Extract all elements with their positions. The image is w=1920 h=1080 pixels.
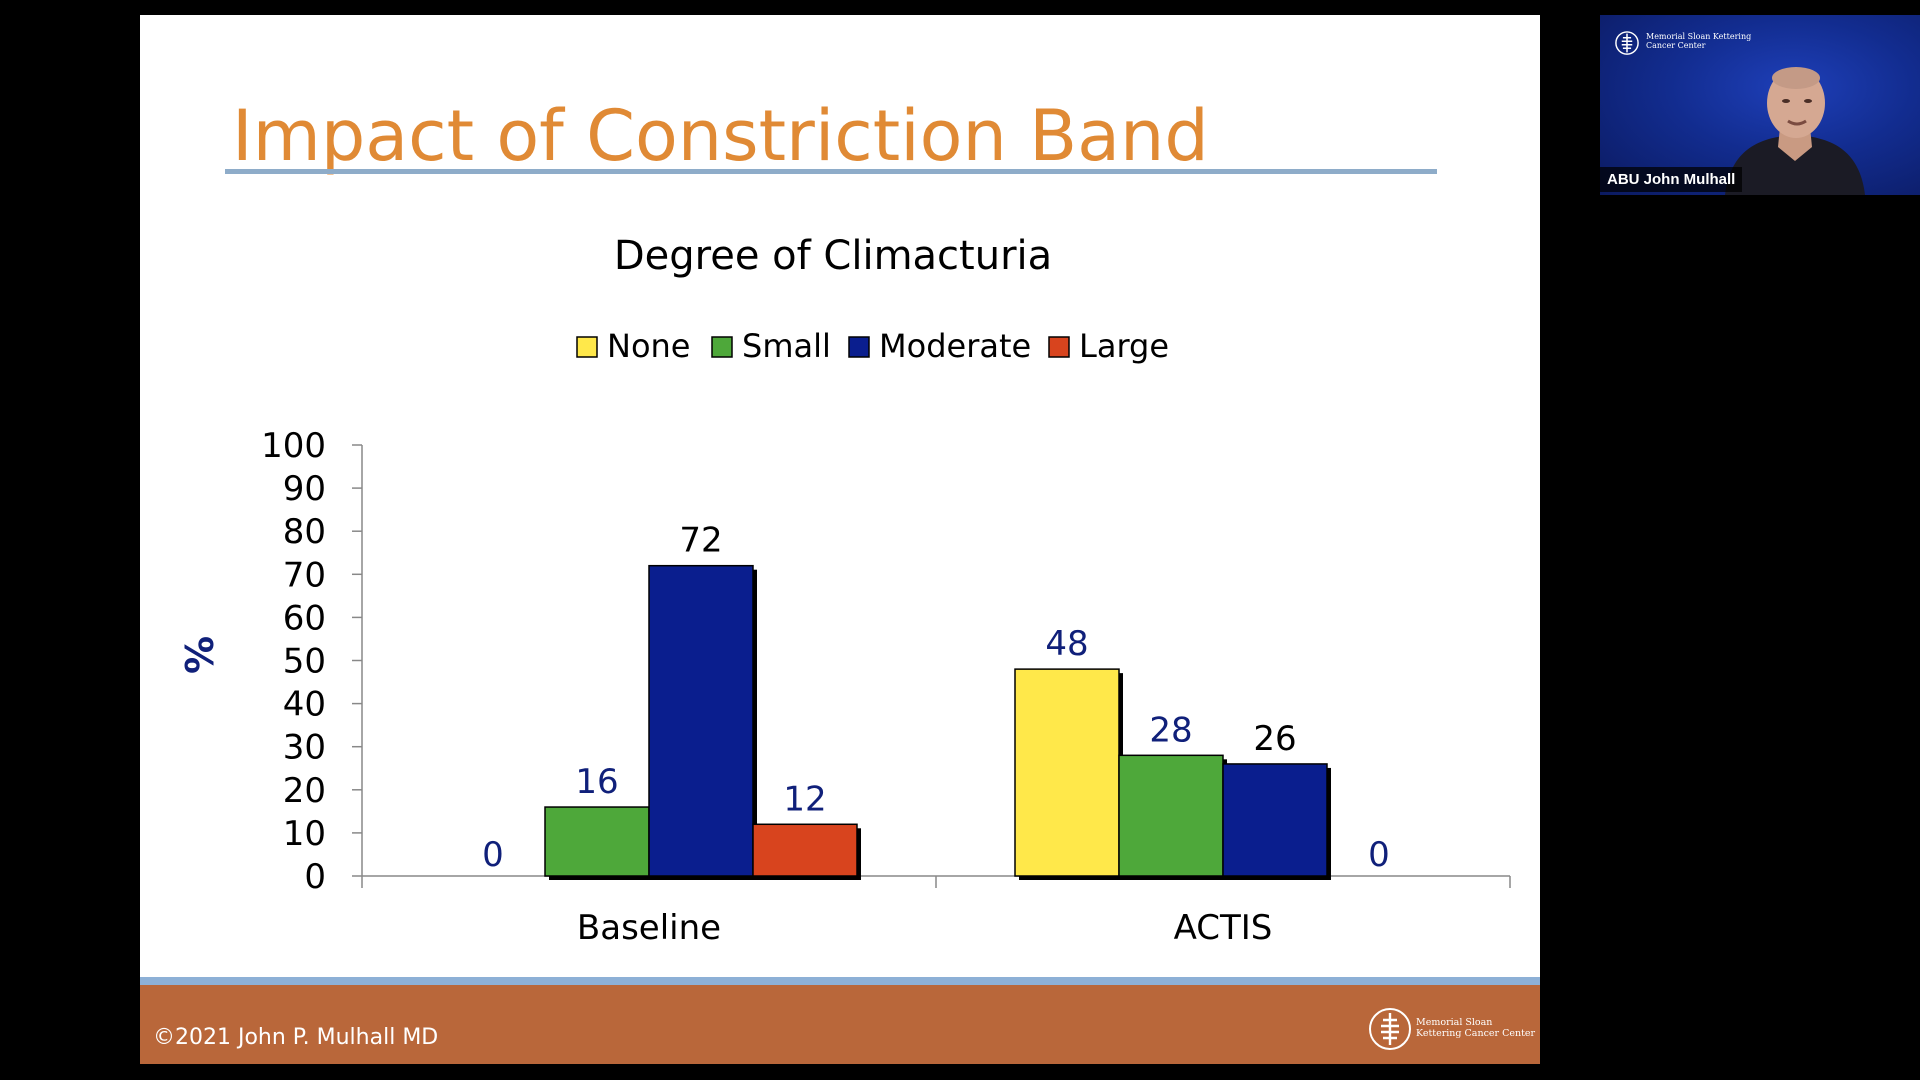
msk-footer-logo-text: Memorial Sloan Kettering Cancer Center [1416,1017,1536,1039]
x-category-label: ACTIS [1174,908,1273,948]
legend-label: None [607,327,690,365]
footer-stripe [140,977,1540,985]
data-label: 48 [1045,624,1088,664]
participant-video-tile[interactable]: Memorial Sloan Kettering Cancer Center A… [1600,15,1920,195]
legend-label: Large [1079,327,1169,365]
y-tick-label: 30 [283,728,326,768]
y-tick-label: 80 [283,512,326,552]
y-tick-label: 20 [283,771,326,811]
legend-label: Moderate [879,327,1031,365]
bar [648,564,754,877]
title-underline [225,169,1437,174]
copyright-text: ©2021 John P. Mulhall MD [153,1025,439,1050]
bar [1014,668,1120,877]
bar [1118,754,1224,877]
legend-swatch [576,336,598,358]
y-tick-label: 10 [283,814,326,854]
msk-video-logo: Memorial Sloan Kettering Cancer Center [1614,29,1774,59]
y-tick-label: 70 [283,555,326,595]
participant-name-label: ABU John Mulhall [1600,167,1743,192]
msk-logo-icon [1369,1008,1411,1050]
y-tick-label: 0 [304,857,326,897]
msk-footer-logo: Memorial Sloan Kettering Cancer Center [1368,1005,1535,1055]
bar [544,806,650,877]
slide: Impact of Constriction Band Degree of Cl… [140,15,1540,1064]
data-label: 28 [1149,710,1192,750]
msk-logo-icon [1615,31,1639,55]
bar [752,823,858,877]
data-label: 72 [679,521,722,561]
legend-swatch [1048,336,1070,358]
participant-avatar [1725,67,1865,195]
legend-label: Small [742,327,831,365]
slide-footer: ©2021 John P. Mulhall MD Memorial Sloan … [140,985,1540,1064]
bar [1222,763,1328,877]
data-label: 0 [1368,835,1390,875]
legend-swatch [848,336,870,358]
y-tick-label: 50 [283,642,326,682]
y-axis-label: % [178,636,222,674]
legend-swatch [711,336,733,358]
data-label: 16 [575,762,618,802]
chart-title: Degree of Climacturia [614,233,1052,279]
x-category-label: Baseline [577,908,721,948]
climacturia-bar-chart: Degree of Climacturia None Small Moderate La… [178,233,1511,948]
msk-video-logo-text: Memorial Sloan Kettering Cancer Center [1646,32,1752,50]
y-tick-label: 90 [283,469,326,509]
slide-title: Impact of Constriction Band [232,95,1209,177]
data-label: 12 [783,779,826,819]
data-label: 0 [482,835,504,875]
y-tick-label: 100 [261,426,326,466]
y-tick-label: 60 [283,598,326,638]
y-tick-label: 40 [283,685,326,725]
data-label: 26 [1253,719,1296,759]
